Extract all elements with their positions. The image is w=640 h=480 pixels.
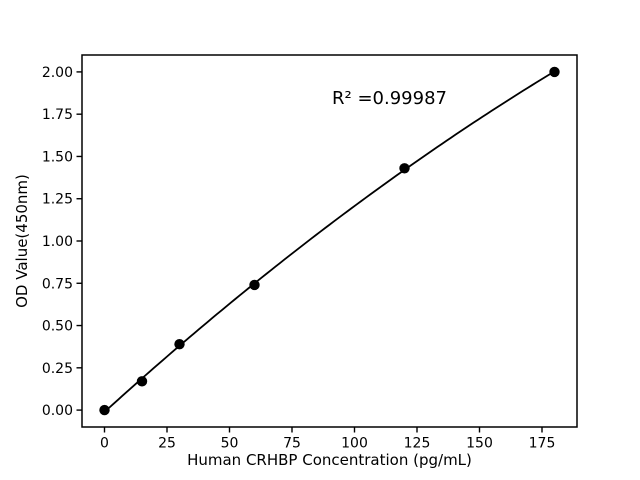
data-series-group (99, 66, 560, 416)
data-point (399, 163, 410, 174)
y-axis-label: OD Value(450nm) (13, 174, 31, 308)
x-tick-label: 100 (341, 436, 368, 452)
y-tick-label: 1.50 (42, 149, 73, 165)
y-tick-label: 0.25 (42, 361, 73, 377)
data-point (249, 279, 260, 291)
x-axis-label: Human CRHBP Concentration (pg/mL) (187, 451, 472, 469)
x-tick-label: 0 (100, 436, 109, 452)
x-tick-label: 25 (158, 436, 176, 452)
y-tick-label: 1.25 (42, 192, 73, 208)
data-point (136, 376, 148, 387)
x-tick-label: 150 (466, 436, 493, 452)
y-tick-label: 0.50 (42, 319, 73, 335)
plot-border (81, 54, 578, 428)
axis-ticks-group: 0 25 50 75 100 125 150 175 0.00 0.25 0.50 0.75 1.00 1… (42, 65, 556, 452)
y-tick-label: 1.00 (42, 234, 73, 250)
y-tick-label: 0.00 (42, 403, 73, 419)
x-tick-label: 75 (283, 436, 301, 452)
x-tick-label: 125 (404, 436, 431, 452)
y-tick-label: 0.75 (42, 276, 73, 292)
x-tick-label: 175 (529, 436, 556, 452)
data-point (99, 404, 110, 416)
y-tick-label: 2.00 (42, 65, 73, 81)
data-point (549, 66, 560, 78)
data-point (174, 338, 185, 350)
r-squared-annotation: R² =0.99987 (332, 88, 447, 109)
y-tick-label: 1.75 (42, 107, 73, 123)
x-tick-label: 50 (221, 436, 239, 452)
